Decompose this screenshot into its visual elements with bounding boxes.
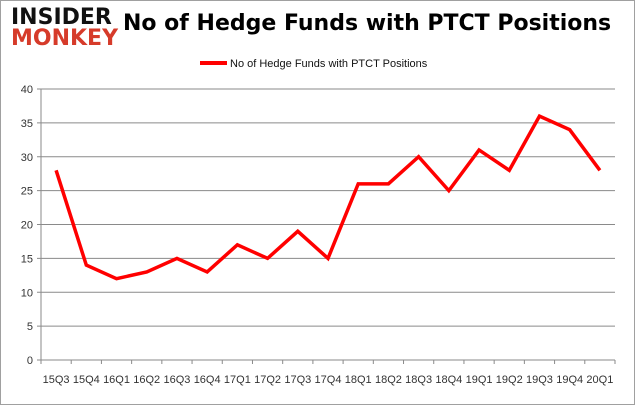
y-tick-label: 0 bbox=[27, 355, 33, 367]
series-line bbox=[54, 113, 602, 281]
x-tick-label: 17Q4 bbox=[315, 374, 342, 386]
x-tick-label: 17Q3 bbox=[284, 374, 311, 386]
x-tick-label: 16Q1 bbox=[103, 374, 130, 386]
y-tick-label: 35 bbox=[21, 118, 33, 130]
x-tick-label: 20Q1 bbox=[586, 374, 613, 386]
y-tick-label: 5 bbox=[27, 321, 33, 333]
x-tick-label: 15Q3 bbox=[43, 374, 70, 386]
y-tick-label: 40 bbox=[21, 84, 33, 96]
x-tick-label: 19Q3 bbox=[526, 374, 553, 386]
x-tick-label: 18Q3 bbox=[405, 374, 432, 386]
y-tick-label: 15 bbox=[21, 253, 33, 265]
x-tick-label: 16Q2 bbox=[133, 374, 160, 386]
x-tick-label: 18Q1 bbox=[345, 374, 372, 386]
insider-monkey-logo: INSIDER MONKEY bbox=[11, 5, 119, 51]
y-tick-label: 30 bbox=[21, 152, 33, 164]
x-tick-label: 16Q4 bbox=[194, 374, 221, 386]
x-tick-label: 18Q2 bbox=[375, 374, 402, 386]
x-tick-label: 19Q1 bbox=[466, 374, 493, 386]
x-tick-label: 19Q4 bbox=[556, 374, 583, 386]
x-tick-label: 17Q1 bbox=[224, 374, 251, 386]
x-tick-label: 17Q2 bbox=[254, 374, 281, 386]
logo-line2: MONKEY bbox=[11, 26, 119, 51]
chart-title: No of Hedge Funds with PTCT Positions bbox=[123, 11, 612, 36]
legend-label: No of Hedge Funds with PTCT Positions bbox=[230, 58, 428, 70]
y-tick-label: 25 bbox=[21, 186, 33, 198]
y-tick-label: 20 bbox=[21, 220, 33, 232]
logo-line1: INSIDER bbox=[11, 5, 112, 30]
x-tick-label: 18Q4 bbox=[435, 374, 462, 386]
x-tick-label: 19Q2 bbox=[496, 374, 523, 386]
y-tick-label: 10 bbox=[21, 287, 33, 299]
x-tick-label: 15Q4 bbox=[73, 374, 100, 386]
x-tick-label: 16Q3 bbox=[163, 374, 190, 386]
